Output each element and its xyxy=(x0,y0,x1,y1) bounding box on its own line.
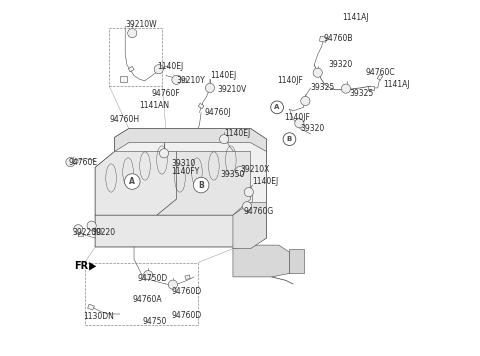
Polygon shape xyxy=(368,86,374,90)
Circle shape xyxy=(193,177,209,193)
Text: 1141AJ: 1141AJ xyxy=(342,13,369,22)
Text: 94750: 94750 xyxy=(143,316,167,325)
Circle shape xyxy=(144,271,153,280)
Text: 94760C: 94760C xyxy=(365,68,395,77)
Polygon shape xyxy=(95,152,177,215)
Circle shape xyxy=(283,133,296,146)
Circle shape xyxy=(235,166,245,176)
Circle shape xyxy=(128,28,137,38)
Circle shape xyxy=(242,201,252,211)
Polygon shape xyxy=(377,74,383,80)
Circle shape xyxy=(219,135,228,144)
Polygon shape xyxy=(289,248,303,273)
Text: 94760G: 94760G xyxy=(243,207,274,216)
Text: 39325: 39325 xyxy=(311,83,335,93)
Polygon shape xyxy=(157,152,251,215)
Circle shape xyxy=(244,188,253,197)
Circle shape xyxy=(205,83,215,93)
Bar xyxy=(109,28,162,86)
Text: 1140JF: 1140JF xyxy=(277,77,303,85)
Circle shape xyxy=(66,157,75,167)
Text: 39350: 39350 xyxy=(221,170,245,179)
Polygon shape xyxy=(88,304,94,310)
Text: 39320: 39320 xyxy=(328,61,352,69)
Text: 94760D: 94760D xyxy=(171,310,202,320)
Circle shape xyxy=(73,225,83,234)
Polygon shape xyxy=(73,159,78,163)
Text: 94760B: 94760B xyxy=(323,34,352,43)
Text: 94760E: 94760E xyxy=(69,158,98,167)
Polygon shape xyxy=(182,78,186,82)
Text: 39320: 39320 xyxy=(300,124,324,133)
Circle shape xyxy=(295,119,304,128)
Text: 1140EJ: 1140EJ xyxy=(210,71,236,80)
Circle shape xyxy=(168,280,178,289)
Text: 39210X: 39210X xyxy=(240,166,269,174)
Polygon shape xyxy=(115,129,266,152)
Polygon shape xyxy=(185,275,190,279)
Text: 39220D: 39220D xyxy=(72,228,102,237)
Polygon shape xyxy=(95,129,266,247)
Text: 1140EJ: 1140EJ xyxy=(224,129,251,138)
Text: B: B xyxy=(287,136,292,142)
Polygon shape xyxy=(120,77,127,82)
Circle shape xyxy=(271,101,284,114)
Circle shape xyxy=(154,65,163,74)
Text: 1130DN: 1130DN xyxy=(83,312,114,321)
Text: 39325: 39325 xyxy=(349,89,374,98)
Text: 94760H: 94760H xyxy=(109,115,139,124)
Text: A: A xyxy=(129,177,135,186)
Text: 1141AN: 1141AN xyxy=(139,101,169,110)
Polygon shape xyxy=(128,67,134,72)
Text: 94760J: 94760J xyxy=(204,108,231,117)
Circle shape xyxy=(87,221,96,230)
Text: B: B xyxy=(198,180,204,189)
Text: 1140JF: 1140JF xyxy=(284,113,310,122)
Text: FR.: FR. xyxy=(74,261,92,271)
Text: 94760D: 94760D xyxy=(171,287,202,295)
Text: 39210V: 39210V xyxy=(217,85,246,94)
Text: 39220: 39220 xyxy=(92,228,116,237)
Text: 1140EJ: 1140EJ xyxy=(157,62,183,71)
Polygon shape xyxy=(78,233,83,236)
Text: 1140FY: 1140FY xyxy=(171,167,199,176)
Text: 39210W: 39210W xyxy=(125,20,157,29)
Circle shape xyxy=(341,84,350,93)
Polygon shape xyxy=(233,203,266,248)
Text: 1140EJ: 1140EJ xyxy=(252,177,278,186)
Polygon shape xyxy=(89,262,96,271)
Text: 39310: 39310 xyxy=(171,159,195,168)
Bar xyxy=(84,263,198,325)
Text: A: A xyxy=(275,104,280,110)
Polygon shape xyxy=(233,245,289,277)
Circle shape xyxy=(124,174,140,189)
Polygon shape xyxy=(95,215,251,247)
Circle shape xyxy=(301,96,310,106)
Circle shape xyxy=(172,75,181,84)
Circle shape xyxy=(313,68,322,77)
Polygon shape xyxy=(198,103,204,109)
Text: 94760A: 94760A xyxy=(132,295,162,304)
Polygon shape xyxy=(320,36,327,42)
Text: 1141AJ: 1141AJ xyxy=(383,80,410,89)
Text: 94760F: 94760F xyxy=(152,89,180,98)
Text: 39210Y: 39210Y xyxy=(177,77,205,85)
Circle shape xyxy=(159,149,168,158)
Text: 94750D: 94750D xyxy=(138,274,168,283)
